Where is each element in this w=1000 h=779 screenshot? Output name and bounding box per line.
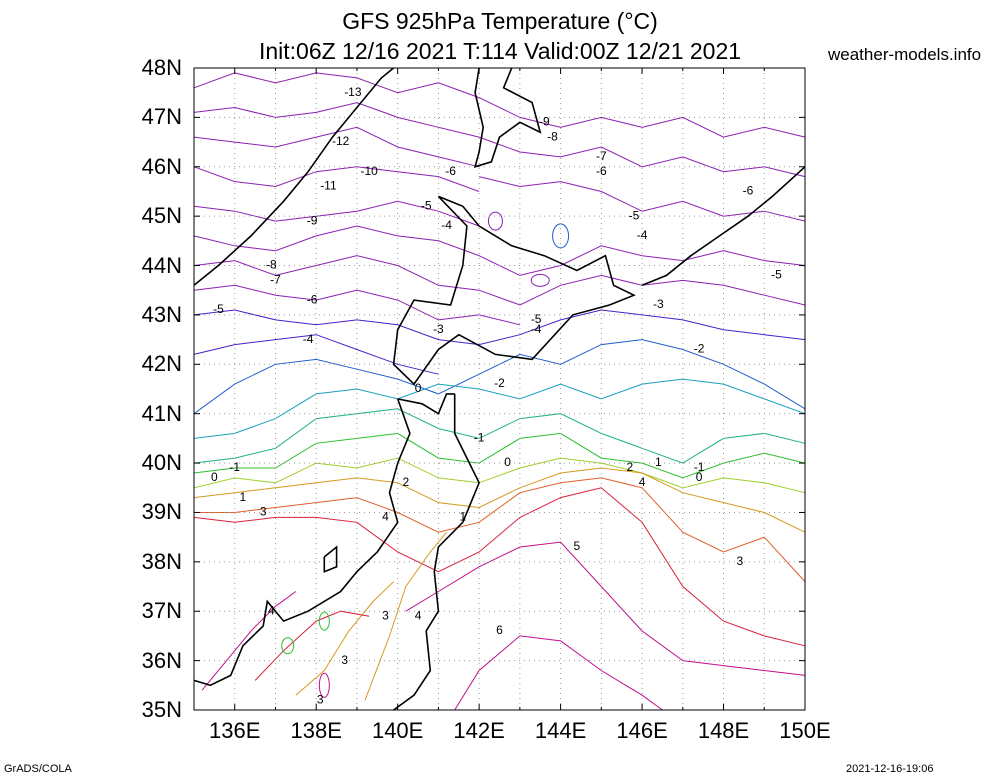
contour-label: -9 xyxy=(307,213,318,227)
footer-software: GrADS/COLA xyxy=(4,763,72,775)
contour-label: 2 xyxy=(402,475,409,489)
contour-label: 4 xyxy=(382,510,389,524)
coastline xyxy=(193,67,806,711)
contour-label: -4 xyxy=(303,332,314,346)
axis-ticks xyxy=(193,67,806,711)
contour-label: -4 xyxy=(441,218,452,232)
contour-label: 0 xyxy=(696,470,703,484)
map-frame xyxy=(193,67,806,711)
contour-label: -6 xyxy=(307,292,318,306)
contour-labels: -13-12-11-10-9-8-7-6-5-4-3-2-2-1-1-10000… xyxy=(211,85,782,706)
lon-label: 140E xyxy=(371,718,424,743)
contour-label: 4 xyxy=(268,603,275,617)
lon-label: 146E xyxy=(616,718,668,743)
lat-label: 48N xyxy=(141,55,182,80)
lat-label: 40N xyxy=(141,450,182,476)
contour-label: -8 xyxy=(266,258,277,272)
chart-title: GFS 925hPa Temperature (°C) xyxy=(342,8,658,34)
lat-label: 35N xyxy=(141,697,182,722)
source-site: weather-models.info xyxy=(828,45,982,64)
lat-label: 46N xyxy=(141,153,182,179)
lat-label: 47N xyxy=(141,104,182,130)
contour-label: 1 xyxy=(459,510,466,524)
lon-label: 138E xyxy=(290,718,342,743)
contour-label: -12 xyxy=(332,134,350,148)
contour-label: 5 xyxy=(574,539,581,553)
lon-label: 144E xyxy=(534,718,587,743)
contour-label: 4 xyxy=(639,475,646,489)
lat-label: 45N xyxy=(141,203,182,229)
contour-label: -6 xyxy=(596,164,607,178)
contour-label: 4 xyxy=(415,608,422,622)
contour-label: -5 xyxy=(213,302,224,316)
lat-label: 43N xyxy=(141,301,182,327)
lon-label: 136E xyxy=(209,718,261,743)
contour-label: 0 xyxy=(211,470,218,484)
contour-label: 1 xyxy=(240,490,247,504)
contour-label: -5 xyxy=(531,312,542,326)
contour-label: -4 xyxy=(637,228,648,242)
lat-label: 39N xyxy=(141,499,182,525)
contour-label: -5 xyxy=(421,198,432,212)
contour-layer xyxy=(193,72,806,711)
contour-label: -7 xyxy=(596,149,607,163)
contour-label: -10 xyxy=(360,164,378,178)
contour-label: -3 xyxy=(653,297,664,311)
lat-label: 38N xyxy=(141,548,182,574)
contour-label: 3 xyxy=(382,608,389,622)
lon-label: 148E xyxy=(697,718,750,743)
lat-label: 37N xyxy=(141,598,182,624)
contour-label: -2 xyxy=(694,342,705,356)
contour-label: 2 xyxy=(627,460,634,474)
contour-label: 3 xyxy=(736,554,743,568)
lat-label: 44N xyxy=(141,252,182,278)
contour-label: -11 xyxy=(320,179,337,193)
contour-label: -9 xyxy=(539,114,550,128)
lat-label: 36N xyxy=(141,647,182,673)
contour-label: 3 xyxy=(260,505,267,519)
contour-label: -6 xyxy=(743,184,754,198)
lon-label: 150E xyxy=(779,718,831,743)
contour-label: 1 xyxy=(655,455,662,469)
contour-label: -5 xyxy=(629,208,640,222)
contour-label: -1 xyxy=(694,460,705,474)
contour-label: -4 xyxy=(531,322,542,336)
contour-label: -6 xyxy=(445,164,456,178)
contour-label: -1 xyxy=(229,460,240,474)
contour-label: 3 xyxy=(341,653,348,667)
contour-label: -1 xyxy=(474,431,485,445)
grid-lines xyxy=(194,68,805,710)
contour-label: 3 xyxy=(317,692,324,706)
contour-label: -5 xyxy=(771,268,782,282)
lon-label: 142E xyxy=(453,718,505,743)
contour-label: -3 xyxy=(433,322,444,336)
contour-label: -2 xyxy=(494,376,505,390)
contour-label: -13 xyxy=(344,85,362,99)
chart-subtitle: Init:06Z 12/16 2021 T:114 Valid:00Z 12/2… xyxy=(258,38,742,64)
contour-label: 0 xyxy=(415,381,422,395)
lat-label: 42N xyxy=(141,351,182,377)
lat-label: 41N xyxy=(141,400,182,426)
contour-label: -8 xyxy=(547,129,558,143)
contour-label: 6 xyxy=(496,623,503,637)
footer-timestamp: 2021-12-16-19:06 xyxy=(846,763,934,775)
contour-label: -7 xyxy=(270,273,281,287)
contour-label: 0 xyxy=(504,455,511,469)
